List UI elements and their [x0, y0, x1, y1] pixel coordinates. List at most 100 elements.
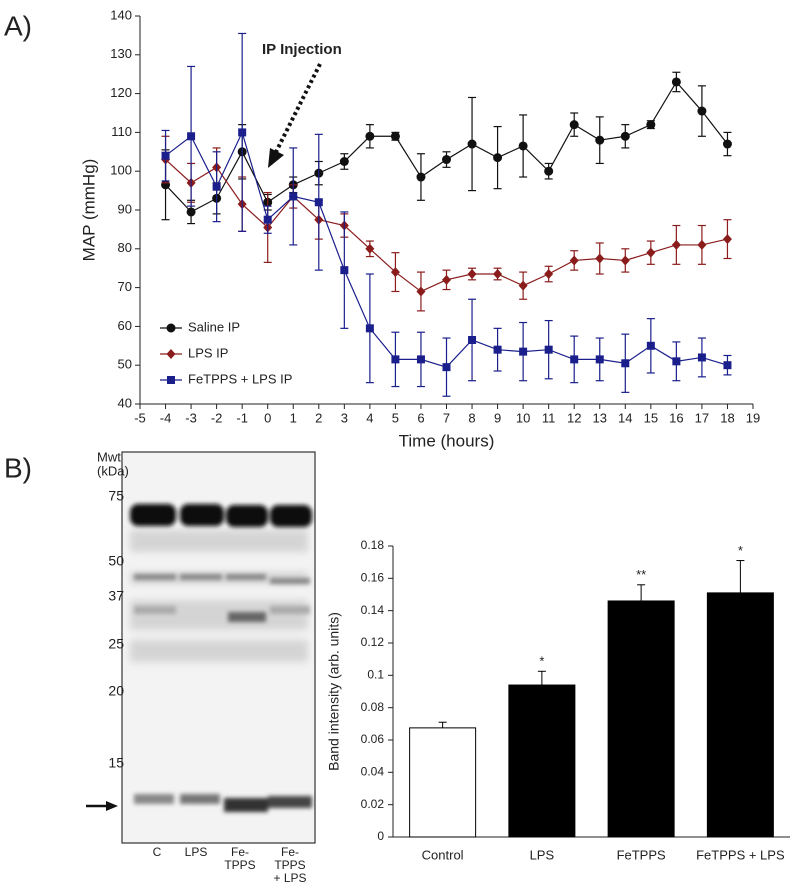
x-tick-label: -1 — [236, 410, 248, 425]
y-tick-label: 70 — [118, 279, 132, 294]
bar — [409, 727, 477, 838]
y-tick-label: 120 — [110, 85, 132, 100]
y-tick-label: 0.02 — [361, 797, 385, 811]
data-point — [416, 172, 426, 182]
bar — [706, 592, 774, 838]
panel-label: B) — [4, 452, 32, 483]
y-tick-label: 110 — [111, 124, 132, 139]
mw-marker-label: 75 — [108, 488, 124, 504]
data-point — [390, 267, 400, 278]
data-point — [493, 269, 503, 280]
y-tick-label: 0.12 — [361, 635, 385, 649]
data-point — [646, 120, 656, 130]
annotation: IP Injection — [262, 41, 342, 58]
x-tick-label: -5 — [134, 410, 146, 425]
x-tick-label: 3 — [341, 410, 348, 425]
legend-label: FeTPPS + LPS IP — [188, 371, 292, 386]
y-tick-label: 100 — [110, 163, 132, 178]
y-tick-label: 90 — [118, 201, 132, 216]
lane-label: TPPS — [224, 858, 255, 872]
legend-marker — [167, 376, 175, 384]
data-point — [365, 131, 375, 141]
data-point — [697, 239, 707, 250]
panel-label: A) — [4, 10, 32, 41]
data-point — [697, 106, 707, 116]
data-point — [620, 255, 630, 266]
x-tick-label: 8 — [468, 410, 475, 425]
mw-marker-label: 15 — [108, 755, 124, 771]
lane-label: LPS — [185, 845, 208, 859]
data-point — [722, 139, 732, 149]
mw-marker-label: 20 — [108, 683, 124, 699]
legend-marker — [166, 349, 176, 359]
x-tick-label: -4 — [160, 410, 172, 425]
data-point — [161, 151, 170, 160]
series-line — [165, 80, 728, 213]
data-point — [339, 157, 349, 166]
data-point — [697, 353, 706, 362]
x-tick-label: 11 — [542, 410, 556, 425]
data-point — [518, 280, 528, 291]
blot-image — [86, 451, 316, 844]
data-point — [390, 131, 400, 141]
x-tick-label: 1 — [290, 410, 297, 425]
x-tick-label: 4 — [366, 410, 373, 425]
data-point — [365, 324, 374, 333]
data-point — [544, 345, 553, 354]
x-tick-label: 19 — [746, 410, 760, 425]
x-tick-label: 15 — [644, 410, 658, 425]
data-point — [493, 345, 502, 354]
data-point — [518, 141, 528, 151]
data-point — [569, 120, 579, 130]
lane-label: TPPS — [274, 858, 305, 872]
data-point — [238, 128, 247, 137]
data-point — [442, 363, 451, 372]
data-point — [186, 207, 196, 217]
x-tick-label: 7 — [443, 410, 450, 425]
data-point — [519, 347, 528, 356]
x-tick-label: -3 — [185, 410, 197, 425]
x-tick-label: 9 — [494, 410, 501, 425]
y-tick-label: 0.1 — [367, 668, 384, 682]
x-tick-label: 10 — [516, 410, 530, 425]
data-point — [595, 135, 605, 145]
data-point — [416, 286, 426, 297]
x-tick-label: 6 — [417, 410, 424, 425]
mw-marker-label: 25 — [108, 636, 124, 652]
bar — [508, 684, 576, 838]
data-point — [544, 166, 554, 176]
y-tick-label: 80 — [118, 240, 132, 255]
bar — [607, 600, 675, 838]
significance-label: * — [738, 543, 743, 558]
x-tick-label: 17 — [695, 410, 709, 425]
data-point — [212, 182, 221, 191]
y-tick-label: 50 — [118, 357, 132, 372]
y-axis-label: Band intensity (arb. units) — [326, 612, 342, 771]
lane-label: + LPS — [273, 871, 306, 885]
data-point — [570, 355, 579, 364]
x-tick-label: 2 — [315, 410, 322, 425]
significance-label: ** — [636, 567, 646, 582]
y-axis-label: MAP (mmHg) — [79, 159, 98, 262]
x-tick-label: LPS — [530, 847, 555, 862]
x-tick-label: 0 — [264, 410, 271, 425]
data-point — [467, 139, 477, 149]
data-point — [442, 155, 451, 165]
y-tick-label: 60 — [118, 318, 132, 333]
data-point — [620, 131, 630, 141]
data-point — [544, 269, 554, 280]
lane-label: Fe- — [231, 845, 249, 859]
legend-marker — [166, 323, 176, 333]
y-tick-label: 0.06 — [361, 732, 385, 746]
x-tick-label: 14 — [618, 410, 632, 425]
lane-label: Fe- — [281, 845, 299, 859]
data-point — [723, 361, 732, 370]
injection-arrow — [268, 63, 322, 168]
x-tick-label: -2 — [211, 410, 223, 425]
blot-unit-label: Mwt — [97, 449, 121, 464]
data-point — [442, 274, 451, 285]
data-point — [722, 234, 732, 245]
x-tick-label: 18 — [720, 410, 734, 425]
y-tick-label: 130 — [110, 46, 132, 61]
y-tick-label: 0.16 — [361, 571, 385, 585]
